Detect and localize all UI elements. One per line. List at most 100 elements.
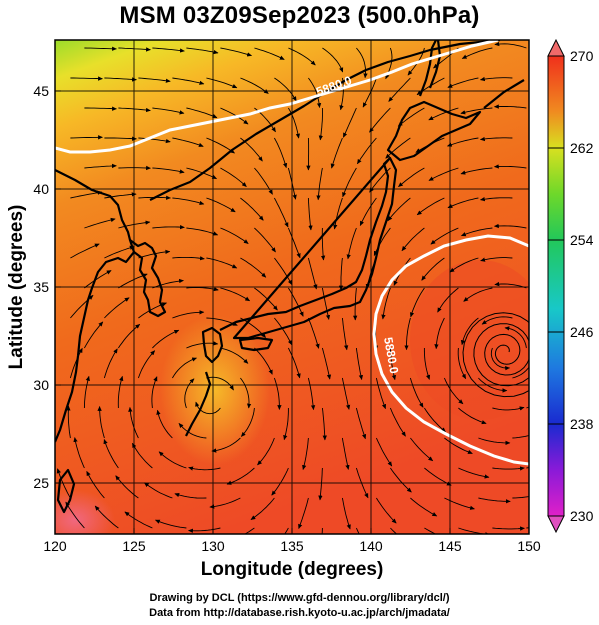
x-tick-label: 140	[359, 538, 383, 554]
streamline-210	[460, 227, 493, 237]
colorbar-max-arrow	[547, 38, 565, 57]
streamline-85	[254, 47, 285, 60]
streamline-143	[338, 257, 344, 291]
streamline-123	[316, 167, 323, 201]
streamline-108	[287, 227, 301, 259]
streamline-158	[359, 197, 377, 226]
streamline-202	[444, 497, 475, 510]
streamline-227	[493, 223, 527, 229]
streamline-220	[492, 526, 525, 531]
streamline-65	[158, 451, 187, 469]
streamline-79	[206, 376, 234, 391]
streamline-97	[240, 407, 255, 437]
streamline-3	[70, 135, 103, 140]
streamline-52	[172, 77, 205, 85]
streamline-31	[103, 438, 119, 469]
streamline-180	[423, 348, 431, 380]
y-tick-label: 35	[33, 279, 49, 295]
streamline-110	[288, 287, 304, 317]
credit-drawing: Drawing by DCL (https://www.gfd-dennou.o…	[149, 592, 450, 604]
streamline-46	[151, 376, 158, 409]
streamline-6	[84, 217, 116, 229]
contour-5880-typhoon	[372, 234, 529, 466]
streamline-74	[220, 227, 249, 244]
streamline-66	[143, 482, 173, 499]
streamline-8	[84, 270, 112, 289]
streamline-215	[478, 377, 508, 393]
streamline-138	[342, 107, 357, 138]
streamline-89	[254, 167, 273, 195]
credit-data: Data from http://database.rish.kyoto-u.a…	[149, 607, 450, 619]
streamline-214	[490, 347, 511, 371]
coastline-kyushu	[201, 326, 224, 364]
streamline-60	[172, 310, 205, 319]
y-tick-label: 40	[33, 181, 49, 197]
streamline-205	[447, 77, 479, 88]
streamline-217	[478, 437, 511, 446]
streamline-58	[172, 256, 205, 261]
streamline-165	[389, 407, 406, 437]
streamline-28	[103, 348, 118, 379]
streamline-84	[188, 527, 221, 533]
streamline-29	[117, 375, 124, 409]
colorbar-tick-label: 262	[570, 140, 594, 156]
streamline-148	[355, 407, 367, 440]
colorbar: 270 262 254 246 238 230	[547, 38, 594, 534]
streamline-26	[104, 297, 130, 319]
streamline-163	[389, 347, 397, 381]
coastline-hokkaido	[386, 100, 482, 162]
streamline-155	[369, 107, 391, 133]
streamline-114	[283, 408, 289, 441]
streamline-169	[390, 527, 398, 534]
streamline-109	[274, 257, 293, 286]
streamline-15	[56, 468, 71, 499]
streamline-62	[172, 357, 198, 379]
typhoon-warm-core-shading	[410, 260, 529, 420]
streamline-159	[373, 227, 391, 256]
streamline-30	[97, 405, 105, 439]
streamline-103	[274, 77, 297, 102]
streamline-132	[302, 437, 309, 471]
streamline-14	[73, 437, 85, 469]
streamline-134	[298, 497, 309, 530]
streamline-127	[321, 287, 331, 320]
streamline-189	[428, 107, 459, 121]
streamline-212	[463, 287, 493, 302]
streamline-207	[446, 137, 479, 147]
colorbar-scale	[547, 55, 565, 517]
streamline-1	[70, 76, 103, 81]
coastline-korea	[128, 238, 167, 318]
streamline-12	[83, 375, 90, 409]
streamline-197	[457, 347, 467, 380]
streamline-32	[86, 470, 105, 499]
streamline-198	[443, 377, 464, 405]
x-axis: 120 125 130 135 140 145 150	[43, 528, 541, 554]
typhoon-spiral	[462, 312, 529, 398]
streamline-221	[494, 41, 527, 49]
streamline-218	[492, 466, 525, 471]
streamline-105	[274, 137, 288, 169]
streamline-50	[124, 511, 153, 529]
streamline-45	[137, 350, 156, 379]
streamline-35	[138, 77, 171, 83]
streamline-96	[240, 377, 252, 409]
streamline-206	[460, 107, 493, 115]
colorbar-tick-label: 246	[570, 324, 594, 340]
streamline-149	[341, 437, 350, 470]
streamline-192	[416, 197, 445, 216]
colorbar-tick-label: 254	[570, 232, 594, 248]
streamline-178	[409, 287, 425, 318]
streamline-61	[186, 341, 219, 349]
streamline-5	[70, 190, 103, 199]
streamline-135	[321, 527, 323, 534]
streamline-139	[330, 137, 343, 169]
streamline-42	[152, 278, 184, 289]
streamline-136	[356, 47, 368, 79]
streamline-181	[409, 377, 424, 408]
streamline-228	[480, 257, 513, 262]
streamline-83	[174, 493, 207, 499]
streamline-193	[430, 227, 459, 245]
coastline-taiwan	[56, 468, 76, 514]
contour-label-typhoon: 5880.0	[381, 336, 401, 375]
